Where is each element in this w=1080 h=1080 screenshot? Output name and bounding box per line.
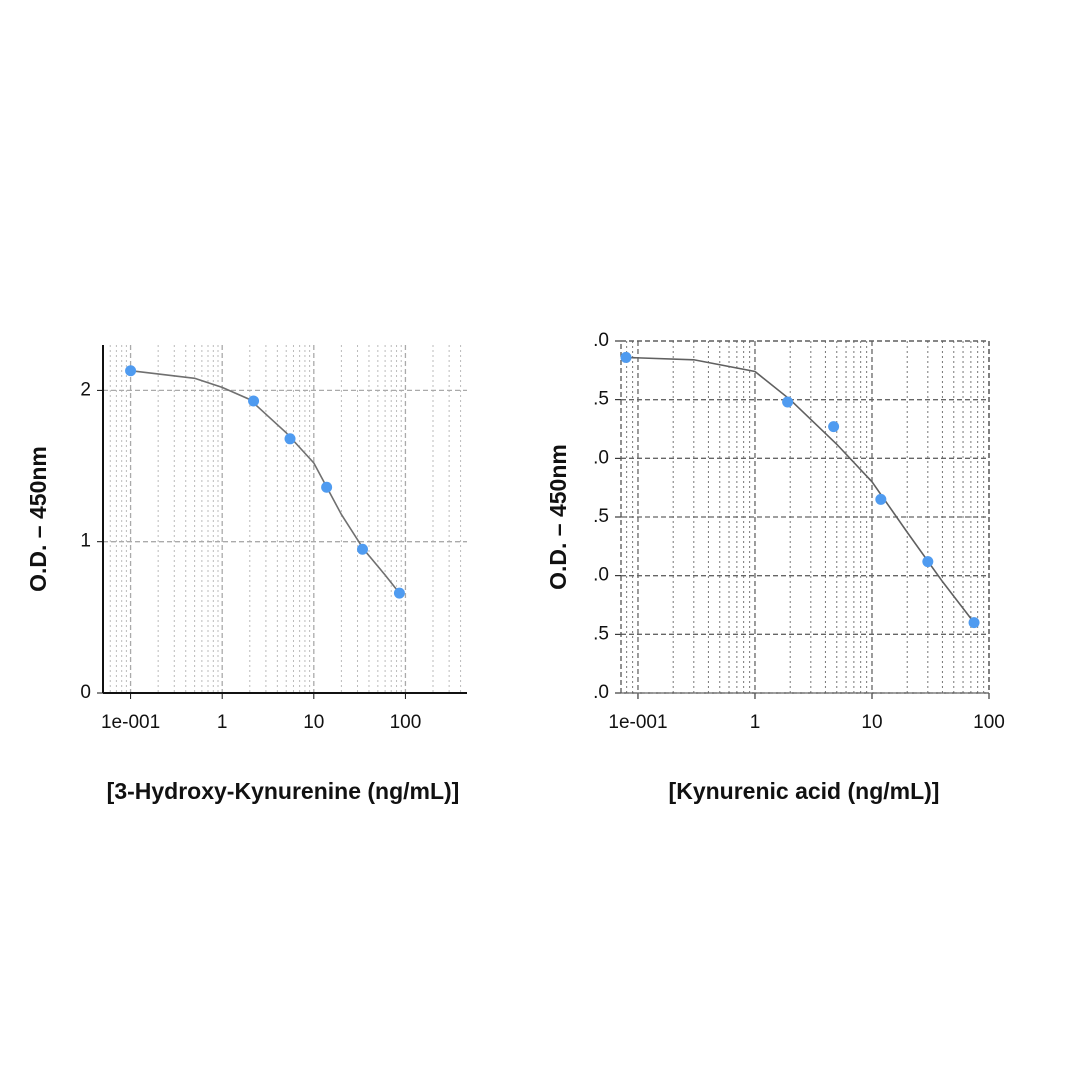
data-point bbox=[284, 433, 296, 445]
x-tick-label: 1e-001 bbox=[608, 712, 667, 733]
plot-frame bbox=[620, 340, 990, 694]
x-tick-label: 1 bbox=[217, 712, 228, 733]
y-tick-label: .0 bbox=[593, 565, 609, 586]
data-point bbox=[782, 396, 794, 408]
data-point bbox=[357, 543, 369, 555]
x-axis-title: [3-Hydroxy-Kynurenine (ng/mL)] bbox=[107, 778, 460, 804]
x-tick-label: 10 bbox=[861, 712, 882, 733]
x-tick-label: 1e-001 bbox=[101, 712, 160, 733]
x-tick-label: 1 bbox=[750, 712, 761, 733]
y-axis-title: O.D. – 450nm bbox=[25, 446, 51, 592]
y-tick-label: .5 bbox=[593, 506, 609, 527]
x-tick-label: 100 bbox=[973, 712, 1005, 733]
y-tick-label: .0 bbox=[593, 447, 609, 468]
fit-curve bbox=[625, 356, 975, 624]
data-point bbox=[875, 493, 887, 505]
y-tick-label: .0 bbox=[593, 682, 609, 703]
data-point bbox=[922, 556, 934, 568]
y-tick-label: .0 bbox=[593, 330, 609, 351]
y-tick-label: 2 bbox=[80, 379, 91, 400]
x-tick-label: 10 bbox=[303, 712, 324, 733]
data-point bbox=[321, 481, 333, 493]
data-point bbox=[248, 395, 260, 407]
fit-curve bbox=[130, 369, 401, 594]
data-point bbox=[620, 351, 632, 363]
data-point bbox=[968, 617, 980, 629]
y-axis-title: O.D. – 450nm bbox=[545, 444, 571, 590]
data-point bbox=[828, 421, 840, 433]
y-tick-label: .5 bbox=[593, 389, 609, 410]
x-tick-label: 100 bbox=[390, 712, 422, 733]
y-tick-label: .5 bbox=[593, 623, 609, 644]
data-point bbox=[125, 365, 137, 377]
data-point bbox=[393, 587, 405, 599]
x-axis-title: [Kynurenic acid (ng/mL)] bbox=[669, 778, 940, 804]
y-tick-label: 0 bbox=[80, 682, 91, 703]
y-tick-label: 1 bbox=[80, 531, 91, 552]
